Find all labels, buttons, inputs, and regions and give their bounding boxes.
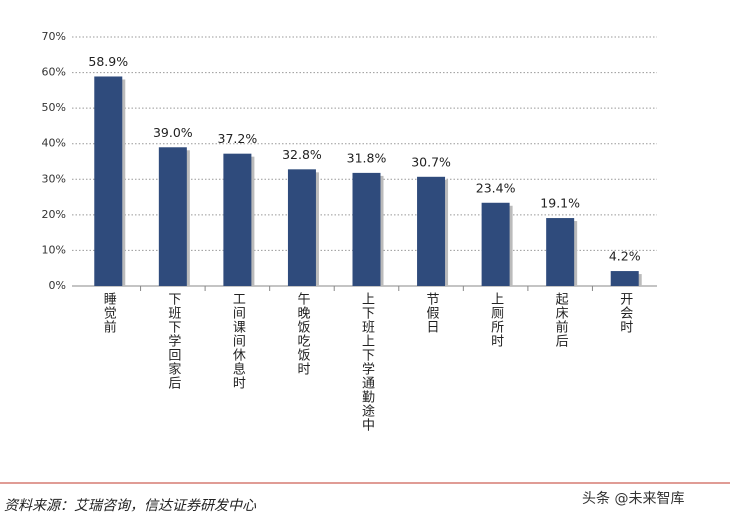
value-label: 39.0% — [153, 125, 193, 140]
x-tick-label: 午晚饭吃饭时 — [294, 292, 310, 376]
watermark: 头条 @未来智库 — [582, 490, 684, 507]
value-label: 19.1% — [540, 196, 580, 211]
bar — [417, 176, 446, 286]
x-tick-label: 节假日 — [424, 292, 440, 334]
y-tick-label: 0% — [49, 279, 66, 292]
x-tick-label: 上下班上下学通勤途中 — [359, 292, 375, 432]
value-label: 4.2% — [609, 249, 641, 264]
source-note: 资料来源：艾瑞咨询，信达证券研发中心 — [4, 498, 257, 514]
y-tick-label: 10% — [42, 243, 66, 256]
bar — [481, 202, 510, 286]
x-tick-label: 睡觉前 — [101, 292, 117, 334]
x-tick-label: 工间课间休息时 — [230, 292, 246, 390]
x-tick-label: 上厕所时 — [488, 292, 504, 348]
y-tick-label: 60% — [42, 66, 66, 79]
x-tick-label: 起床前后 — [553, 292, 569, 348]
x-tick-label: 开会时 — [617, 292, 633, 334]
y-tick-label: 20% — [42, 208, 66, 221]
bar — [610, 271, 639, 286]
y-tick-label: 40% — [42, 137, 66, 150]
y-tick-label: 30% — [42, 172, 66, 185]
x-tick-label: 下班下学回家后 — [165, 292, 181, 390]
value-label: 58.9% — [88, 54, 128, 69]
bar — [287, 169, 316, 286]
value-label: 31.8% — [347, 150, 387, 165]
value-label: 37.2% — [218, 131, 258, 146]
value-label: 23.4% — [476, 180, 516, 195]
y-tick-label: 70% — [42, 30, 66, 43]
value-label: 32.8% — [282, 147, 322, 162]
bar — [158, 147, 187, 286]
bar — [223, 153, 252, 286]
bar — [546, 218, 575, 286]
bar — [352, 172, 381, 286]
bar — [94, 76, 123, 286]
value-label: 30.7% — [411, 154, 451, 169]
y-tick-label: 50% — [42, 101, 66, 114]
